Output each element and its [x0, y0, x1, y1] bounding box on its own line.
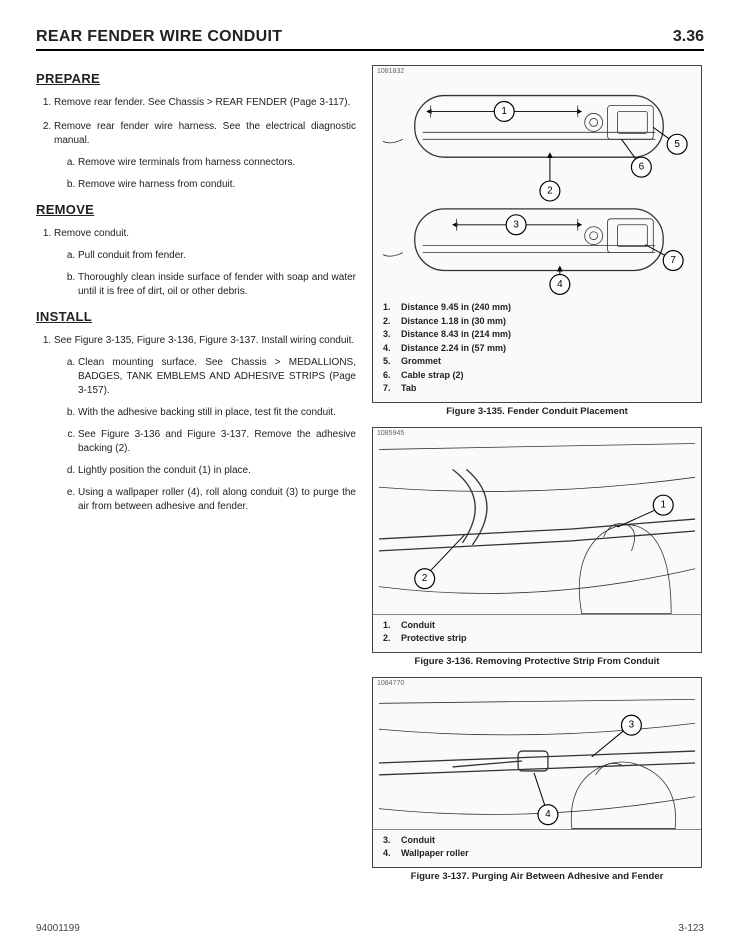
figure-id: 1085945 — [373, 428, 701, 439]
doc-number: 94001199 — [36, 923, 80, 934]
figure-135-box: 1081832 1 — [372, 65, 702, 403]
page-header: REAR FENDER WIRE CONDUIT 3.36 — [36, 28, 704, 51]
prepare-list: Remove rear fender. See Chassis > REAR F… — [36, 96, 356, 192]
legend-text: Grommet — [401, 355, 441, 369]
svg-text:2: 2 — [547, 185, 553, 196]
install-heading: INSTALL — [36, 309, 356, 324]
step-text: Remove rear fender. See Chassis > REAR F… — [54, 97, 350, 108]
legend-text: Distance 2.24 in (57 mm) — [401, 342, 506, 356]
install-step: See Figure 3-135, Figure 3-136, Figure 3… — [54, 334, 356, 514]
legend-num: 1. — [383, 301, 401, 315]
legend-text: Distance 8.43 in (214 mm) — [401, 328, 511, 342]
legend-num: 3. — [383, 328, 401, 342]
step-text: Remove conduit. — [54, 228, 129, 239]
figure-135-svg: 1 5 6 2 — [373, 77, 701, 297]
svg-text:4: 4 — [557, 279, 563, 290]
substep: Pull conduit from fender. — [78, 249, 356, 263]
legend-num: 7. — [383, 382, 401, 396]
legend-num: 2. — [383, 315, 401, 329]
remove-substeps: Pull conduit from fender. Thoroughly cle… — [54, 249, 356, 299]
step-text: Remove rear fender wire harness. See the… — [54, 121, 356, 146]
prepare-substeps: Remove wire terminals from harness conne… — [54, 156, 356, 192]
figure-136-caption: Figure 3-136. Removing Protective Strip … — [372, 656, 702, 667]
svg-text:1: 1 — [501, 106, 507, 117]
legend-text: Tab — [401, 382, 416, 396]
figure-137-box: 1084770 3 4 — [372, 677, 702, 868]
svg-text:6: 6 — [639, 162, 645, 173]
substep: Using a wallpaper roller (4), roll along… — [78, 486, 356, 514]
svg-text:3: 3 — [629, 719, 635, 730]
legend-num: 3. — [383, 834, 401, 848]
svg-text:3: 3 — [513, 219, 519, 230]
section-number: 3.36 — [673, 28, 704, 46]
figure-137-caption: Figure 3-137. Purging Air Between Adhesi… — [372, 871, 702, 882]
figure-136-svg: 1 2 — [373, 439, 701, 614]
substep: Thoroughly clean inside surface of fende… — [78, 271, 356, 299]
figure-136-legend: 1.Conduit 2.Protective strip — [373, 614, 701, 652]
figure-136-box: 1085945 1 2 — [372, 427, 702, 653]
left-column: PREPARE Remove rear fender. See Chassis … — [36, 65, 356, 892]
page-title: REAR FENDER WIRE CONDUIT — [36, 28, 282, 46]
svg-text:2: 2 — [422, 573, 428, 584]
legend-text: Cable strap (2) — [401, 369, 464, 383]
legend-text: Wallpaper roller — [401, 847, 469, 861]
substep: With the adhesive backing still in place… — [78, 406, 356, 420]
substep: Clean mounting surface. See Chassis > ME… — [78, 356, 356, 398]
page-number: 3-123 — [678, 923, 704, 934]
remove-heading: REMOVE — [36, 202, 356, 217]
substep: Remove wire harness from conduit. — [78, 178, 356, 192]
install-substeps: Clean mounting surface. See Chassis > ME… — [54, 356, 356, 514]
remove-list: Remove conduit. Pull conduit from fender… — [36, 227, 356, 299]
substep: Lightly position the conduit (1) in plac… — [78, 464, 356, 478]
svg-text:7: 7 — [670, 255, 676, 266]
legend-num: 6. — [383, 369, 401, 383]
figure-137-legend: 3.Conduit 4.Wallpaper roller — [373, 829, 701, 867]
legend-text: Protective strip — [401, 632, 467, 646]
legend-num: 4. — [383, 342, 401, 356]
step-text: See Figure 3-135, Figure 3-136, Figure 3… — [54, 335, 354, 346]
substep: See Figure 3-136 and Figure 3-137. Remov… — [78, 428, 356, 456]
legend-text: Conduit — [401, 834, 435, 848]
figure-137-svg: 3 4 — [373, 689, 701, 829]
figure-135-legend: 1.Distance 9.45 in (240 mm) 2.Distance 1… — [373, 297, 701, 402]
legend-num: 2. — [383, 632, 401, 646]
prepare-step: Remove rear fender. See Chassis > REAR F… — [54, 96, 356, 110]
svg-text:1: 1 — [660, 499, 666, 510]
figure-135-caption: Figure 3-135. Fender Conduit Placement — [372, 406, 702, 417]
svg-text:4: 4 — [545, 809, 551, 820]
install-list: See Figure 3-135, Figure 3-136, Figure 3… — [36, 334, 356, 514]
content-columns: PREPARE Remove rear fender. See Chassis … — [36, 65, 704, 892]
prepare-step: Remove rear fender wire harness. See the… — [54, 120, 356, 192]
prepare-heading: PREPARE — [36, 71, 356, 86]
substep: Remove wire terminals from harness conne… — [78, 156, 356, 170]
remove-step: Remove conduit. Pull conduit from fender… — [54, 227, 356, 299]
right-column: 1081832 1 — [372, 65, 702, 892]
figure-id: 1084770 — [373, 678, 701, 689]
legend-text: Conduit — [401, 619, 435, 633]
legend-text: Distance 9.45 in (240 mm) — [401, 301, 511, 315]
page-footer: 94001199 3-123 — [36, 923, 704, 934]
legend-num: 5. — [383, 355, 401, 369]
legend-num: 1. — [383, 619, 401, 633]
legend-text: Distance 1.18 in (30 mm) — [401, 315, 506, 329]
figure-id: 1081832 — [373, 66, 701, 77]
svg-text:5: 5 — [674, 139, 680, 150]
legend-num: 4. — [383, 847, 401, 861]
